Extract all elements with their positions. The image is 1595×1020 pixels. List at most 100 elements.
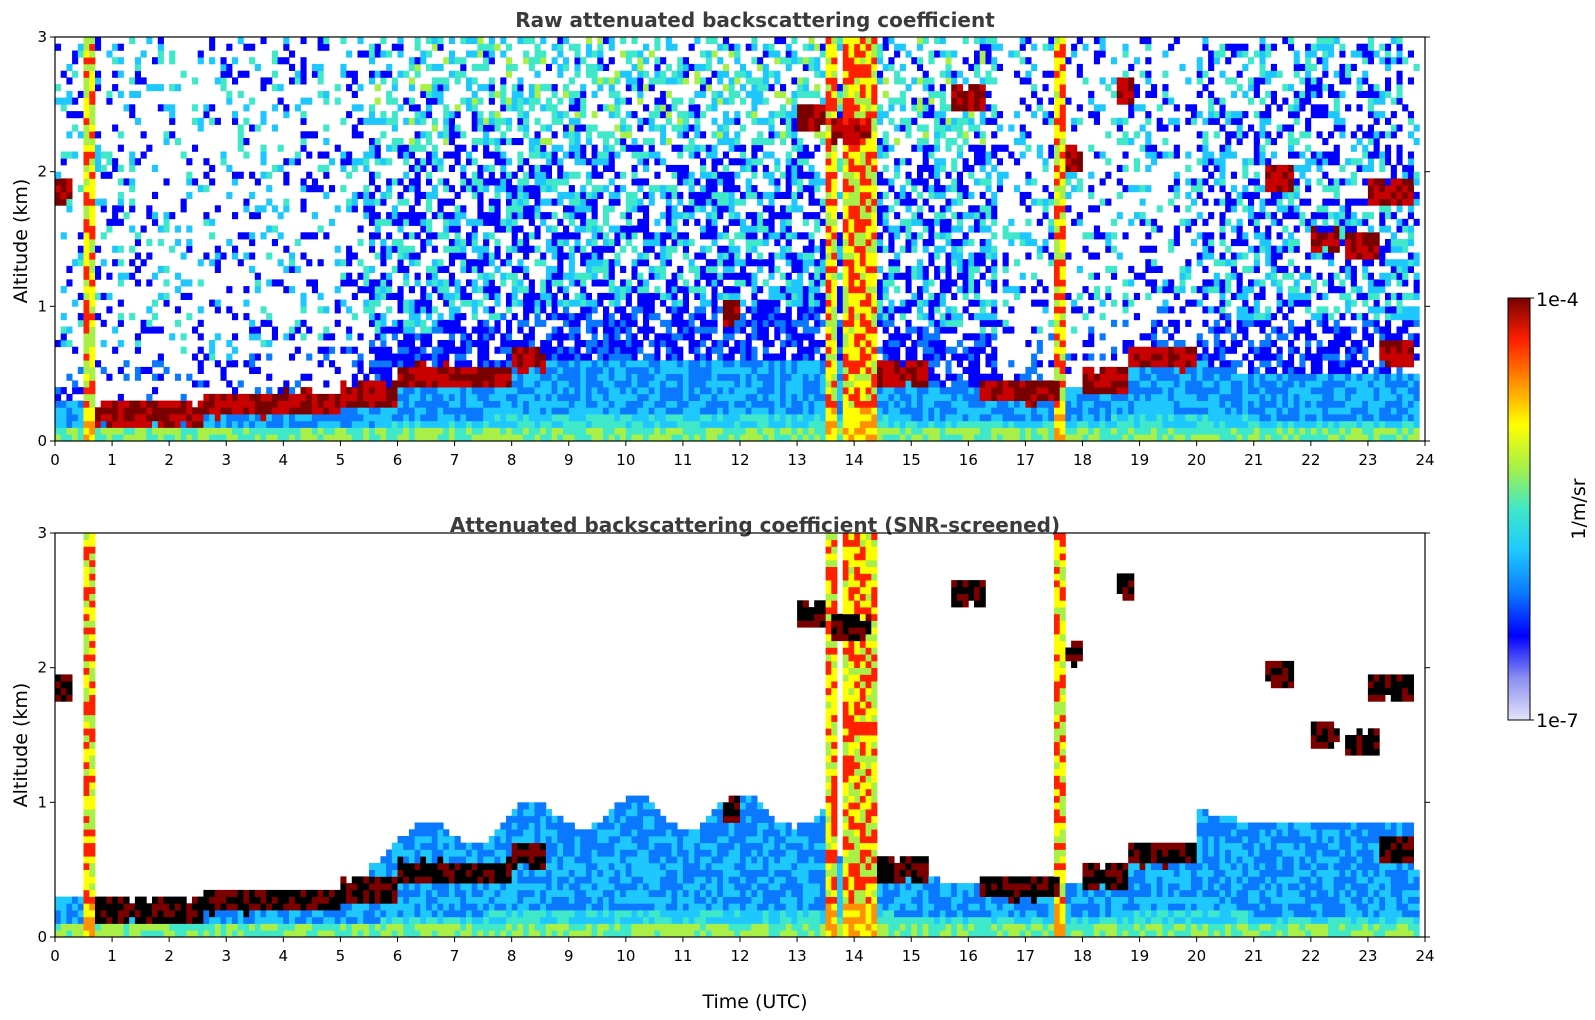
heatmap-cell <box>72 124 79 132</box>
heatmap-cell <box>797 158 804 166</box>
heatmap-cell <box>471 37 478 45</box>
heatmap-cell <box>163 414 170 422</box>
heatmap-cell <box>112 434 119 442</box>
heatmap-cell <box>300 70 307 78</box>
heatmap-cell <box>237 171 244 179</box>
heatmap-cell <box>700 373 707 381</box>
heatmap-cell <box>608 353 615 361</box>
heatmap-cell <box>437 434 444 442</box>
heatmap-cell <box>740 198 747 206</box>
heatmap-cell <box>711 387 718 395</box>
heatmap-cell <box>631 84 638 92</box>
heatmap-cell <box>848 353 855 361</box>
heatmap-cell <box>837 158 844 166</box>
heatmap-cell <box>608 380 615 388</box>
heatmap-cell <box>785 117 792 125</box>
heatmap-cell <box>603 360 610 368</box>
heatmap-cell <box>254 387 261 395</box>
heatmap-cell <box>859 198 866 206</box>
heatmap-cell <box>631 50 638 58</box>
heatmap-cell <box>568 151 575 159</box>
heatmap-cell <box>506 97 513 105</box>
heatmap-cell <box>574 131 581 139</box>
heatmap-cell <box>237 124 244 132</box>
heatmap-cell <box>591 198 598 206</box>
heatmap-cell <box>757 259 764 267</box>
heatmap-cell <box>563 191 570 199</box>
heatmap-cell <box>859 380 866 388</box>
heatmap-cell <box>545 178 552 186</box>
heatmap-cell <box>802 158 809 166</box>
heatmap-cell <box>557 97 564 105</box>
heatmap-cell <box>597 279 604 287</box>
heatmap-cell <box>545 427 552 435</box>
heatmap-cell <box>317 164 324 172</box>
heatmap-cell <box>266 185 273 193</box>
heatmap-cell <box>740 353 747 361</box>
heatmap-cell <box>728 373 735 381</box>
heatmap-cell <box>448 340 455 348</box>
heatmap-cell <box>825 353 832 361</box>
heatmap-cell <box>751 393 758 401</box>
heatmap-cell <box>825 319 832 327</box>
heatmap-cell <box>420 144 427 152</box>
heatmap-cell <box>283 434 290 442</box>
heatmap-cell <box>871 164 878 172</box>
heatmap-cell <box>271 333 278 341</box>
heatmap-cell <box>89 151 96 159</box>
heatmap-cell <box>477 245 484 253</box>
heatmap-cell <box>523 111 530 119</box>
heatmap-cell <box>477 360 484 368</box>
heatmap-cell <box>671 427 678 435</box>
heatmap-cell <box>545 185 552 193</box>
heatmap-cell <box>614 171 621 179</box>
heatmap-cell <box>768 70 775 78</box>
heatmap-cell <box>740 420 747 428</box>
heatmap-cell <box>448 245 455 253</box>
heatmap-cell <box>848 272 855 280</box>
heatmap-cell <box>408 407 415 415</box>
heatmap-cell <box>580 407 587 415</box>
heatmap-cell <box>614 259 621 267</box>
heatmap-cell <box>289 387 296 395</box>
heatmap-cell <box>426 387 433 395</box>
heatmap-cell <box>597 158 604 166</box>
heatmap-cell <box>585 205 592 213</box>
heatmap-cell <box>545 63 552 71</box>
heatmap-cell <box>534 43 541 51</box>
heatmap-cell <box>420 164 427 172</box>
heatmap-cell <box>443 232 450 240</box>
heatmap-cell <box>294 77 301 85</box>
heatmap-cell <box>323 353 330 361</box>
heatmap-cell <box>237 414 244 422</box>
heatmap-cell <box>277 387 284 395</box>
heatmap-cell <box>534 97 541 105</box>
heatmap-cell <box>568 131 575 139</box>
heatmap-cell <box>477 205 484 213</box>
heatmap-cell <box>682 171 689 179</box>
heatmap-cell <box>443 245 450 253</box>
heatmap-cell <box>631 346 638 354</box>
heatmap-cell <box>574 427 581 435</box>
heatmap-cell <box>865 104 872 112</box>
heatmap-cell <box>722 191 729 199</box>
heatmap-cell <box>614 353 621 361</box>
heatmap-cell <box>603 414 610 422</box>
heatmap-cell <box>357 131 364 139</box>
heatmap-cell <box>506 245 513 253</box>
heatmap-cell <box>859 366 866 374</box>
heatmap-cell <box>700 131 707 139</box>
heatmap-cell <box>323 333 330 341</box>
heatmap-cell <box>414 387 421 395</box>
heatmap-cell <box>814 286 821 294</box>
heatmap-cell <box>494 151 501 159</box>
heatmap-cell <box>608 178 615 186</box>
heatmap-cell <box>774 178 781 186</box>
heatmap-cell <box>854 212 861 220</box>
heatmap-cell <box>83 292 90 300</box>
heatmap-cell <box>534 407 541 415</box>
heatmap-cell <box>557 178 564 186</box>
heatmap-cell <box>837 340 844 348</box>
heatmap-cell <box>802 333 809 341</box>
heatmap-cell <box>426 111 433 119</box>
